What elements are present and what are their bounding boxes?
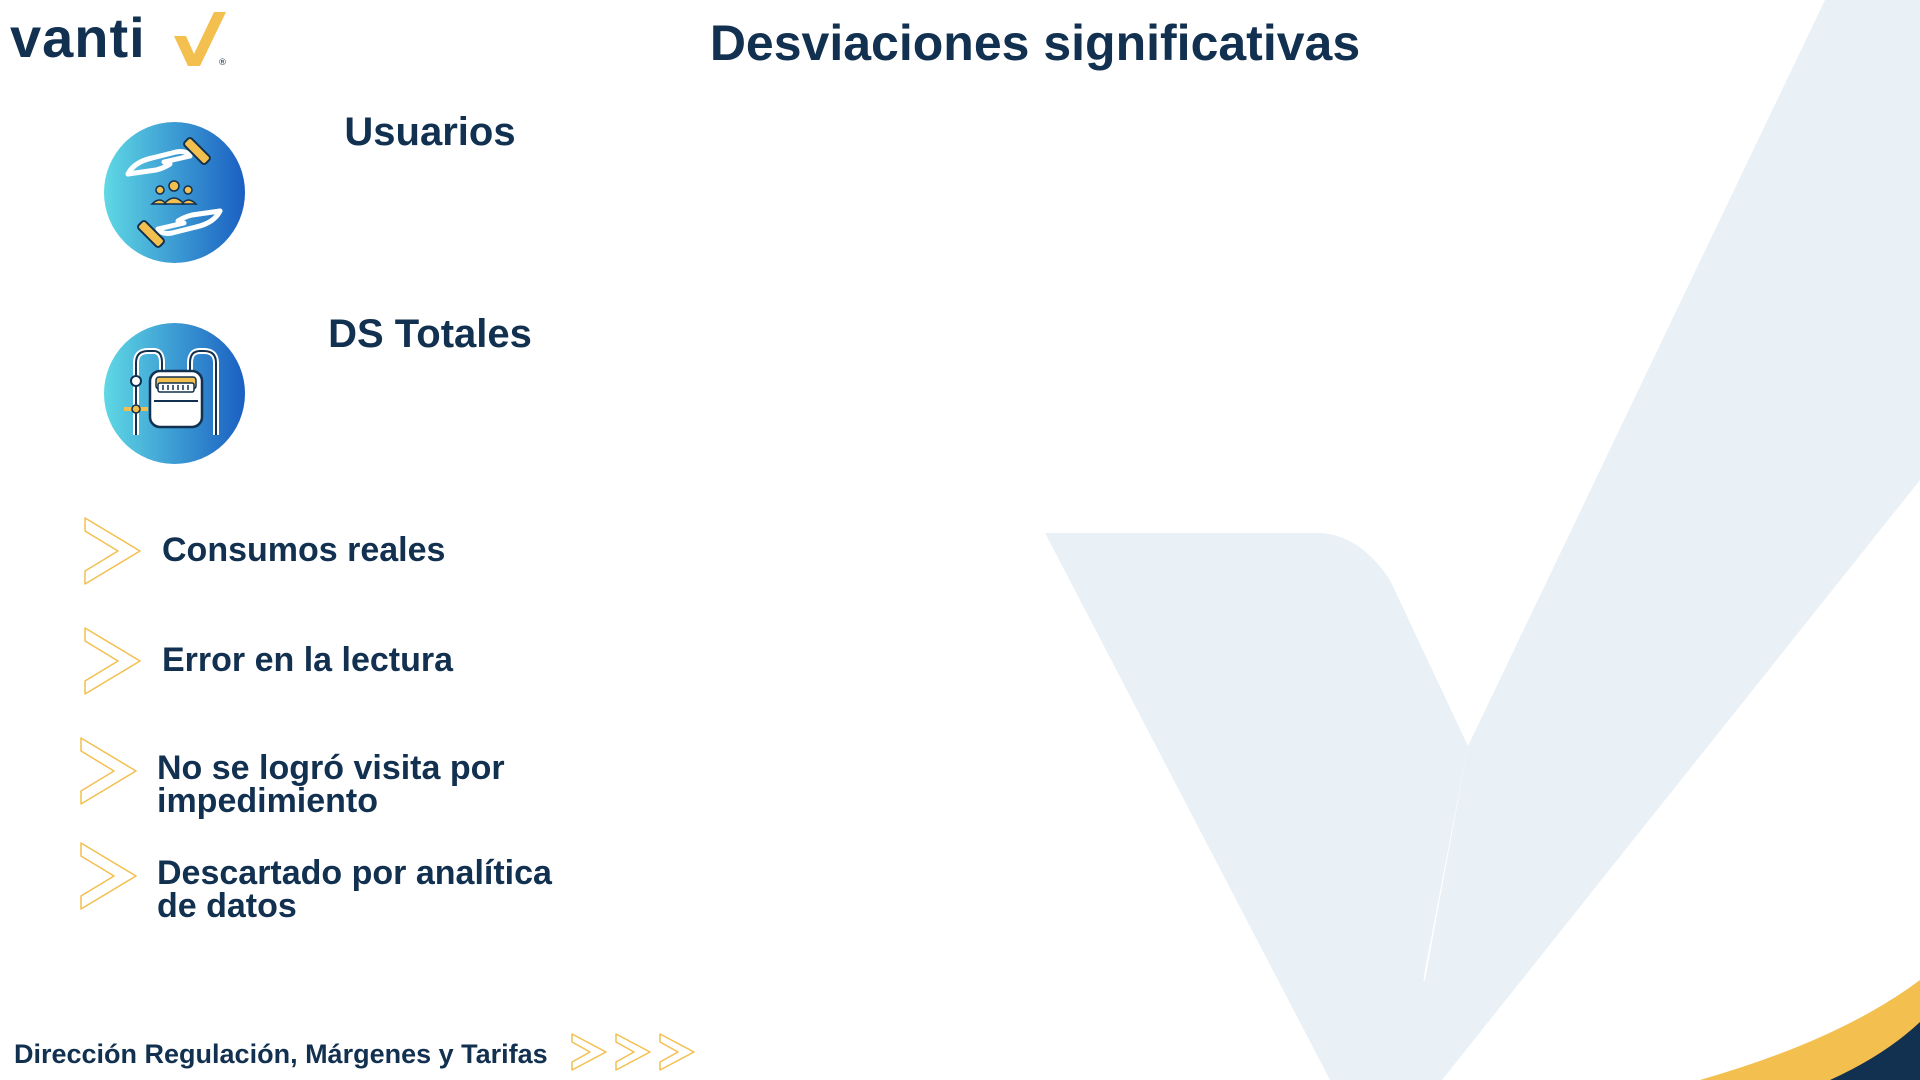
- chevron-right-icon: [84, 627, 141, 695]
- bullet-label-line: Consumos reales: [162, 531, 446, 569]
- gas-meter-icon: [104, 323, 245, 464]
- logo-mark: ®: [218, 58, 227, 68]
- corner-swoosh-decoration: [1700, 980, 1920, 1080]
- chevron-right-icon: [80, 842, 137, 910]
- logo-check-icon: ®: [174, 12, 227, 68]
- section-title-usuarios: Usuarios: [344, 110, 516, 154]
- bullet-label: Descartado por analítica de datos: [157, 854, 552, 925]
- hands-users-icon: [104, 122, 245, 263]
- footer-text: Dirección Regulación, Márgenes y Tarifas: [14, 1039, 548, 1069]
- chevron-right-icon: [80, 737, 137, 805]
- vanti-logo: vanti ®: [10, 6, 240, 69]
- bullet-label-line: No se logró visita por: [157, 749, 505, 787]
- bullet-label-line: impedimiento: [157, 782, 379, 820]
- triple-chevron-icon: [571, 1033, 695, 1071]
- page-title: Desviaciones significativas: [709, 15, 1361, 71]
- bullet-label-line: de datos: [157, 887, 297, 925]
- section-title-ds-totales: DS Totales: [328, 312, 532, 356]
- bullet-label: Error en la lectura: [162, 641, 454, 679]
- bullet-label: Consumos reales: [162, 531, 446, 569]
- chevron-right-icon: [84, 517, 141, 585]
- bullet-label-line: Descartado por analítica: [157, 854, 552, 892]
- bullet-label: No se logró visita por impedimiento: [157, 749, 505, 820]
- bullet-label-line: Error en la lectura: [162, 641, 454, 679]
- logo-text: vanti: [10, 6, 146, 69]
